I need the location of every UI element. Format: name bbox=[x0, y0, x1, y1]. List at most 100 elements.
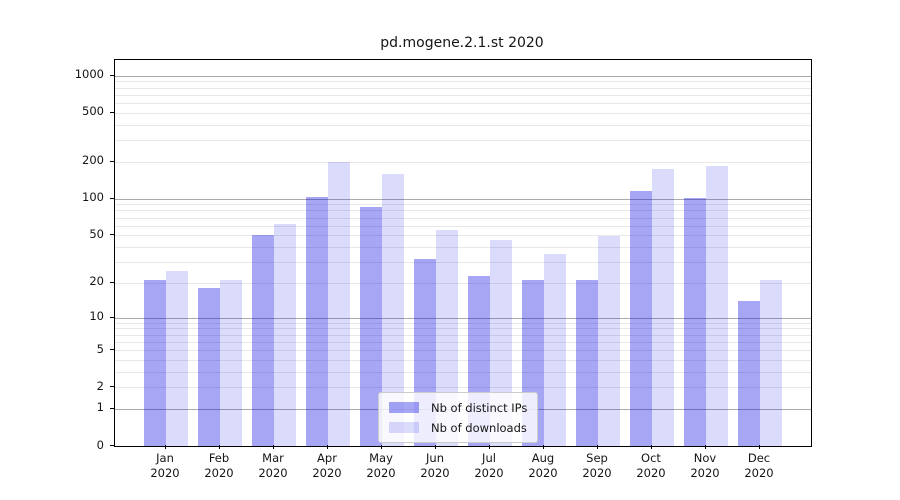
y-tick-label: 2 bbox=[96, 378, 104, 393]
x-tick-mark bbox=[597, 445, 598, 449]
y-tick-mark bbox=[110, 445, 114, 446]
x-tick-mark bbox=[273, 445, 274, 449]
minor-gridline bbox=[115, 235, 811, 237]
y-tick-mark bbox=[110, 386, 114, 388]
y-tick-label: 20 bbox=[89, 274, 104, 289]
minor-gridline bbox=[115, 282, 811, 284]
minor-gridline bbox=[115, 112, 811, 114]
y-tick-label: 500 bbox=[82, 104, 104, 119]
y-tick-mark bbox=[110, 197, 114, 199]
bar-nb-of-distinct-ips-may bbox=[360, 207, 382, 446]
legend-label: Nb of distinct IPs bbox=[431, 400, 528, 415]
x-tick-label-year: 2020 bbox=[528, 466, 558, 480]
bar-nb-of-downloads-oct bbox=[652, 168, 674, 446]
y-tick-mark bbox=[110, 349, 114, 350]
minor-gridline bbox=[115, 204, 811, 206]
x-tick-label-month: Oct bbox=[641, 451, 661, 465]
x-tick-mark bbox=[489, 445, 490, 449]
x-tick-label-month: Mar bbox=[262, 451, 284, 465]
legend-swatch-nb-of-downloads bbox=[389, 422, 419, 433]
x-tick-label-year: 2020 bbox=[474, 466, 504, 480]
minor-gridline bbox=[115, 341, 811, 343]
x-tick-label-month: Jan bbox=[156, 451, 174, 465]
x-tick-mark bbox=[759, 445, 760, 449]
x-tick-label-year: 2020 bbox=[258, 466, 288, 480]
y-tick-mark bbox=[110, 407, 114, 409]
bar-nb-of-downloads-jan bbox=[166, 271, 188, 446]
y-tick-label: 1000 bbox=[74, 67, 104, 82]
x-tick-mark bbox=[165, 445, 166, 449]
bar-nb-of-downloads-sep bbox=[598, 236, 620, 446]
legend-entry: Nb of distinct IPs bbox=[389, 399, 527, 416]
y-tick-mark bbox=[110, 281, 114, 283]
x-tick-label-year: 2020 bbox=[366, 466, 396, 480]
bar-nb-of-distinct-ips-dec bbox=[738, 300, 760, 446]
legend: Nb of distinct IPs Nb of downloads bbox=[378, 392, 539, 443]
x-tick-mark bbox=[705, 445, 706, 449]
bar-nb-of-distinct-ips-apr bbox=[306, 197, 328, 446]
bar-nb-of-downloads-aug bbox=[544, 253, 566, 446]
bar-nb-of-distinct-ips-mar bbox=[252, 235, 274, 446]
y-tick-mark bbox=[110, 234, 114, 236]
x-tick-label-month: Apr bbox=[317, 451, 337, 465]
x-tick-label-year: 2020 bbox=[150, 466, 180, 480]
major-gridline bbox=[115, 75, 811, 77]
x-tick-label-year: 2020 bbox=[744, 466, 774, 480]
legend-label: Nb of downloads bbox=[431, 420, 527, 435]
x-tick-label-month: Jun bbox=[426, 451, 444, 465]
y-tick-mark bbox=[110, 160, 114, 162]
minor-gridline bbox=[115, 81, 811, 83]
chart-title: pd.mogene.2.1.st 2020 bbox=[380, 35, 544, 51]
major-gridline bbox=[115, 198, 811, 200]
minor-gridline bbox=[115, 140, 811, 142]
minor-gridline bbox=[115, 334, 811, 336]
bar-nb-of-downloads-dec bbox=[760, 280, 782, 446]
bar-nb-of-downloads-apr bbox=[328, 162, 350, 446]
x-tick-mark bbox=[381, 445, 382, 449]
bar-nb-of-downloads-feb bbox=[220, 280, 242, 446]
minor-gridline bbox=[115, 322, 811, 324]
x-tick-label-month: Jul bbox=[482, 451, 496, 465]
x-tick-label-year: 2020 bbox=[636, 466, 666, 480]
minor-gridline bbox=[115, 210, 811, 212]
x-tick-label-month: May bbox=[369, 451, 393, 465]
x-tick-label-month: Sep bbox=[586, 451, 608, 465]
legend-entry: Nb of downloads bbox=[389, 419, 527, 436]
minor-gridline bbox=[115, 261, 811, 263]
x-tick-mark bbox=[435, 445, 436, 449]
x-tick-label-month: Aug bbox=[531, 451, 555, 465]
bar-nb-of-distinct-ips-feb bbox=[198, 288, 220, 446]
x-tick-label-year: 2020 bbox=[582, 466, 612, 480]
minor-gridline bbox=[115, 217, 811, 219]
y-tick-mark bbox=[110, 74, 114, 76]
minor-gridline bbox=[115, 94, 811, 96]
bar-nb-of-distinct-ips-nov bbox=[684, 198, 706, 446]
y-tick-mark bbox=[110, 111, 114, 113]
x-tick-label-month: Dec bbox=[747, 451, 771, 465]
bar-nb-of-downloads-nov bbox=[706, 165, 728, 446]
x-tick-label-month: Nov bbox=[693, 451, 717, 465]
minor-gridline bbox=[115, 161, 811, 163]
y-tick-label: 200 bbox=[82, 153, 104, 168]
minor-gridline bbox=[115, 225, 811, 227]
minor-gridline bbox=[115, 124, 811, 126]
minor-gridline bbox=[115, 246, 811, 248]
y-tick-label: 50 bbox=[89, 226, 104, 241]
bar-nb-of-distinct-ips-oct bbox=[630, 191, 652, 446]
minor-gridline bbox=[115, 103, 811, 104]
y-tick-label: 100 bbox=[82, 190, 104, 205]
x-tick-mark bbox=[327, 445, 328, 449]
x-tick-label-year: 2020 bbox=[690, 466, 720, 480]
minor-gridline bbox=[115, 328, 811, 330]
y-tick-label: 0 bbox=[96, 437, 104, 452]
x-tick-label-month: Feb bbox=[208, 451, 230, 465]
y-tick-label: 5 bbox=[96, 341, 104, 356]
y-tick-label: 1 bbox=[96, 400, 104, 415]
legend-swatch-nb-of-distinct-ips bbox=[389, 402, 419, 413]
minor-gridline bbox=[115, 371, 811, 373]
bar-nb-of-downloads-may bbox=[382, 173, 404, 446]
plot-area bbox=[114, 59, 812, 447]
y-tick-label: 10 bbox=[89, 309, 104, 323]
x-tick-label-year: 2020 bbox=[420, 466, 450, 480]
